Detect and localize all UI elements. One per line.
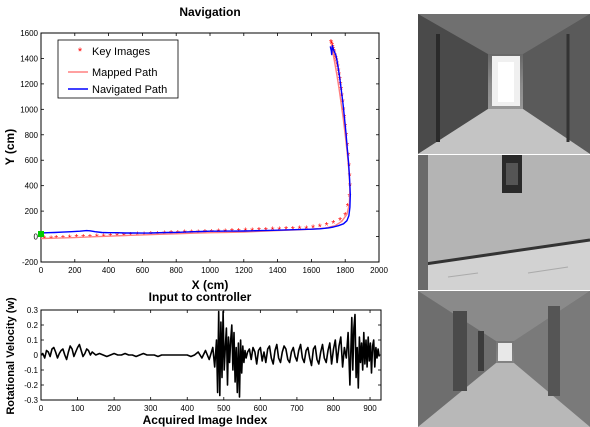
x-tick-label: 700 [290, 404, 304, 413]
key-image-point: * [68, 234, 72, 245]
y-tick-label: -0.3 [24, 396, 38, 405]
key-image-point: * [102, 232, 106, 243]
key-image-point: * [332, 47, 336, 58]
x-tick-label: 0 [39, 404, 44, 413]
x-tick-label: 1200 [235, 266, 253, 275]
corridor-photo-2 [418, 155, 590, 290]
y-tick-label: 0 [34, 351, 39, 360]
x-tick-label: 1800 [336, 266, 354, 275]
x-tick-label: 900 [363, 404, 377, 413]
key-image-point: * [334, 56, 338, 67]
y-tick-label: 200 [25, 207, 39, 216]
x-axis-label: Acquired Image Index [143, 413, 268, 427]
axis-ticks: 0 200 400 600 800 1000 1200 1400 1600 1800 2000-20… [20, 29, 388, 275]
plot-series [40, 310, 380, 398]
key-image-point: * [115, 232, 119, 243]
x-tick-label: 0 [39, 266, 44, 275]
key-image-point: * [81, 233, 85, 244]
y-tick-label: 0 [34, 233, 39, 242]
key-image-point: * [196, 228, 200, 239]
x-axis-label: X (cm) [192, 278, 229, 292]
x-tick-label: 600 [254, 404, 268, 413]
axis-ticks: 0 100 200 300 400 500 600 700 800 900 -0.3 -0.2 -0.1… [24, 306, 381, 413]
key-image-point: * [183, 229, 187, 240]
key-image-point: * [189, 228, 193, 239]
key-image-point: * [129, 231, 133, 242]
key-image-point: * [156, 230, 160, 241]
key-image-point: * [122, 231, 126, 242]
x-tick-label: 300 [144, 404, 158, 413]
start-marker [38, 231, 44, 238]
navigation-chart: Navigation 0 200 400 600 800 1000 1200 1400 1600… [3, 5, 388, 292]
y-tick-label: 800 [25, 131, 39, 140]
key-image-point: * [54, 234, 58, 245]
key-image-point: * [332, 49, 336, 60]
key-image-point: * [88, 233, 92, 244]
series-0-line [40, 310, 380, 398]
y-tick-label: 0.1 [27, 336, 39, 345]
key-image-point: * [149, 230, 153, 241]
y-axis-label: Rotational Velocity (w) [5, 297, 17, 415]
y-tick-label: -0.1 [24, 366, 38, 375]
x-tick-label: 800 [170, 266, 184, 275]
y-tick-label: 0.3 [27, 306, 39, 315]
key-image-point: * [162, 229, 166, 240]
legend-entry-mapped-path: Mapped Path [92, 67, 157, 79]
x-tick-label: 400 [102, 266, 116, 275]
legend: * Key Images Mapped Path Navigated Path [57, 39, 179, 99]
y-tick-label: 1400 [20, 54, 38, 63]
y-tick-label: 1600 [20, 29, 38, 38]
key-image-point: * [331, 219, 335, 230]
y-tick-label: 1200 [20, 80, 38, 89]
key-image-point: * [333, 51, 337, 62]
corridor-photo-3 [418, 291, 590, 427]
key-image-point: * [325, 221, 329, 232]
key-image-point: * [142, 230, 146, 241]
key-image-point: * [42, 234, 46, 245]
key-image-point: * [108, 232, 112, 243]
x-tick-label: 200 [68, 266, 82, 275]
key-image-point: * [61, 234, 65, 245]
x-tick-label: 400 [181, 404, 195, 413]
key-image-point: * [176, 229, 180, 240]
x-tick-label: 200 [107, 404, 121, 413]
key-image-point: * [49, 234, 53, 245]
y-tick-label: -0.2 [24, 381, 38, 390]
x-tick-label: 1400 [269, 266, 287, 275]
chart-title: Navigation [179, 5, 240, 19]
y-tick-label: -200 [22, 258, 39, 267]
plot-series: * * * * * * * * * * * * * * * * * * * * * * * * * * * * * * * * * * * * * * * *… [38, 38, 352, 245]
key-image-point: * [334, 54, 338, 65]
y-tick-label: 600 [25, 156, 39, 165]
key-image-point: * [338, 216, 342, 227]
x-tick-label: 100 [71, 404, 85, 413]
chart-title: Input to controller [149, 290, 252, 304]
key-image-point: * [135, 231, 139, 242]
y-tick-label: 0.2 [27, 321, 39, 330]
x-tick-label: 500 [217, 404, 231, 413]
legend-entry-key-images: Key Images [92, 46, 151, 58]
x-tick-label: 800 [327, 404, 341, 413]
y-tick-label: 1000 [20, 105, 38, 114]
x-tick-label: 600 [136, 266, 150, 275]
x-tick-label: 2000 [370, 266, 388, 275]
y-axis-label: Y (cm) [3, 129, 17, 165]
y-tick-label: 400 [25, 182, 39, 191]
navigated-path-line [40, 45, 351, 234]
legend-entry-navigated-path: Navigated Path [92, 84, 167, 96]
key-image-point: * [95, 233, 99, 244]
x-tick-label: 1600 [303, 266, 321, 275]
corridor-photo-1 [418, 14, 590, 154]
controller-input-chart: Input to controller 0 100 200 300 400 500 600 7… [5, 290, 382, 427]
key-image-point: * [75, 233, 79, 244]
key-image-point: * [203, 228, 207, 239]
x-tick-label: 1000 [201, 266, 219, 275]
legend-swatch-key-images: * [78, 46, 83, 58]
